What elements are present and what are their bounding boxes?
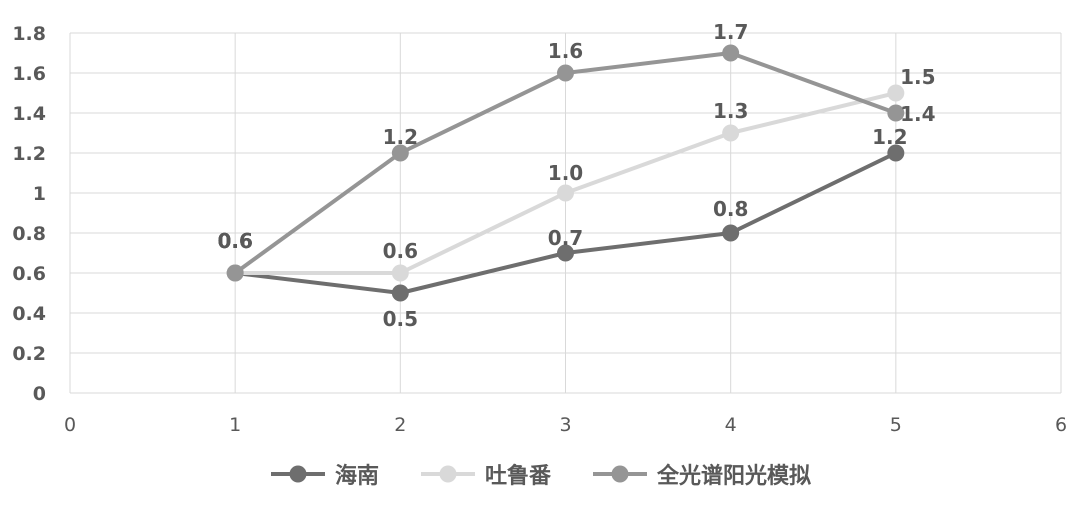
- x-tick-label: 6: [1055, 414, 1067, 436]
- data-point: [391, 284, 409, 302]
- y-tick-label: 0.8: [12, 223, 46, 245]
- data-point: [391, 144, 409, 162]
- data-label: 1.5: [900, 65, 935, 89]
- legend-item: 吐鲁番: [419, 458, 551, 490]
- y-tick-label: 0.6: [12, 263, 46, 285]
- series-layer: [226, 44, 905, 302]
- legend-label: 吐鲁番: [484, 464, 551, 489]
- data-point: [722, 124, 740, 142]
- data-point: [226, 264, 244, 282]
- y-tick-label: 0.4: [12, 303, 46, 325]
- data-labels: 0.60.50.70.81.20.6 0.61.01.31.50.61.21.61…: [217, 20, 935, 331]
- data-label: 0.7: [548, 226, 583, 250]
- data-point: [557, 64, 574, 82]
- data-label: 1.0: [548, 161, 583, 185]
- data-label: 0.8: [713, 197, 748, 221]
- data-label: 1.4: [900, 102, 935, 126]
- x-tick-label: 1: [229, 414, 241, 436]
- y-tick-label: 0: [33, 383, 46, 405]
- legend-label: 海南: [334, 464, 379, 489]
- data-label: 1.6: [548, 39, 583, 63]
- legend-marker-icon: [593, 465, 647, 483]
- x-tick-label: 2: [394, 414, 406, 436]
- legend-marker-icon: [420, 465, 475, 483]
- x-axis-ticks: 0 1 2 3 4 5 6: [64, 414, 1067, 436]
- y-tick-label: 1.8: [12, 23, 46, 45]
- data-point: [722, 44, 740, 62]
- legend-marker-icon: [270, 465, 325, 483]
- data-label: 0.6: [217, 229, 252, 253]
- data-label: 0.6: [217, 229, 252, 253]
- data-point: [887, 84, 905, 102]
- y-tick-label: 1.4: [12, 103, 46, 125]
- legend-item: 全光谱阳光模拟: [591, 458, 811, 490]
- legend-label: 全光谱阳光模拟: [657, 464, 812, 489]
- y-tick-label: 1.2: [12, 143, 46, 165]
- y-axis-ticks: 0 0.2 0.4 0.6 0.8 1 1.2 1.4 1.6 1.8: [12, 23, 46, 405]
- data-point: [391, 264, 409, 282]
- data-label: 0.5: [383, 307, 418, 331]
- legend-item: 海南: [269, 458, 379, 490]
- data-label: 1.2: [383, 125, 418, 149]
- x-tick-label: 3: [559, 414, 571, 436]
- x-tick-label: 4: [725, 414, 737, 436]
- y-tick-label: 1.6: [12, 63, 46, 85]
- data-label: 1.7: [713, 20, 748, 44]
- y-tick-label: 1: [33, 183, 46, 205]
- data-point: [557, 244, 574, 262]
- x-tick-label: 0: [64, 414, 76, 436]
- y-tick-label: 0.2: [12, 343, 46, 365]
- data-point: [887, 144, 905, 162]
- data-label: 1.3: [713, 99, 748, 123]
- legend: 海南 吐鲁番 全光谱阳光模拟: [0, 458, 1080, 490]
- data-label: 1.2: [872, 125, 907, 149]
- data-point: [722, 224, 740, 242]
- data-point: [887, 104, 905, 122]
- x-tick-label: 5: [890, 414, 902, 436]
- data-label: 0.6: [383, 239, 418, 263]
- data-label: 0.6: [217, 229, 252, 253]
- data-point: [557, 184, 574, 202]
